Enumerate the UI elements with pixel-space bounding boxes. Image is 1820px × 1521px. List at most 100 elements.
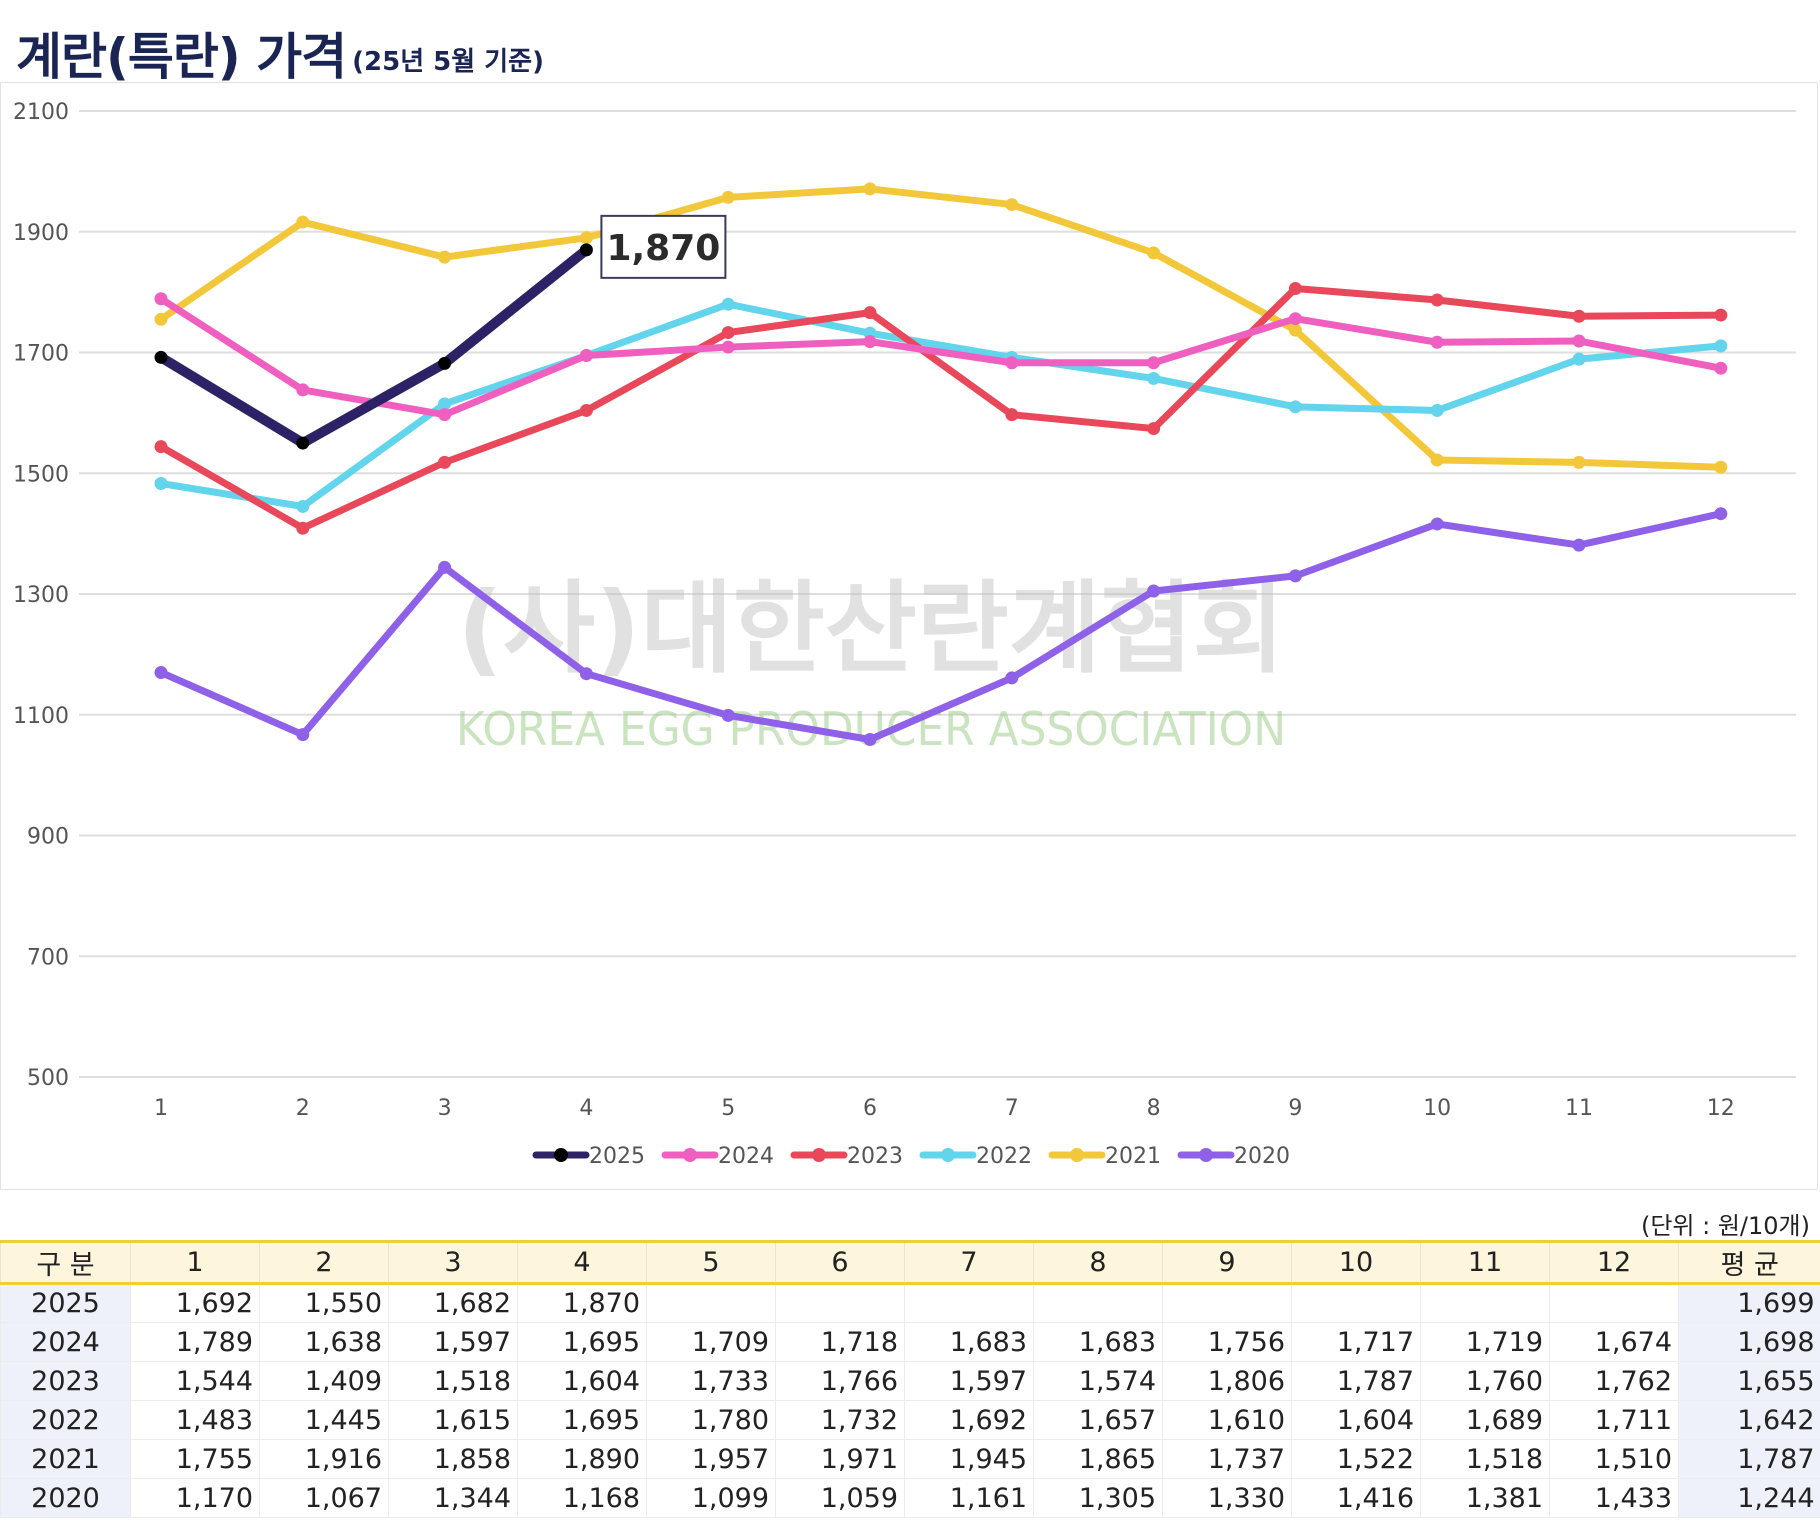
legend-item-2020: 2020 (1177, 1144, 1290, 1169)
data-point (1147, 422, 1161, 436)
x-tick-label: 6 (863, 1096, 877, 1121)
table-row: 2020 1,170 1,067 1,344 1,168 1,099 1,059 1,161 1… (0, 1478, 1820, 1518)
data-point (1430, 517, 1444, 531)
x-tick-label: 8 (1147, 1096, 1161, 1121)
price-cell: 1,683 (904, 1322, 1034, 1362)
legend-marker (812, 1148, 826, 1162)
data-point (438, 408, 452, 422)
data-point (721, 708, 735, 722)
price-cell: 1,445 (259, 1400, 389, 1440)
data-point (1005, 408, 1019, 422)
price-cell: 1,683 (1033, 1322, 1163, 1362)
price-cell: 1,762 (1549, 1361, 1679, 1401)
data-point (721, 297, 735, 311)
price-cell: 1,756 (1162, 1322, 1292, 1362)
legend-item-2023: 2023 (790, 1144, 903, 1169)
price-cell: 1,544 (130, 1361, 260, 1401)
chart-subtitle: (25년 5월 기준) (352, 47, 544, 77)
price-cell: 1,674 (1549, 1322, 1679, 1362)
chart-frame: 500 700 900 1100 1300 1500 1700 1900 2100 1 2 3 4 5 6 7… (0, 82, 1818, 1190)
header-category: 구 분 (0, 1240, 131, 1285)
price-cell: 1,597 (388, 1322, 518, 1362)
average-cell: 1,655 (1678, 1361, 1820, 1401)
unit-label: (단위 : 원/10개) (1640, 1212, 1810, 1240)
price-cell (646, 1283, 776, 1323)
price-cell: 1,518 (388, 1361, 518, 1401)
price-cell: 1,957 (646, 1439, 776, 1479)
data-point (438, 250, 452, 264)
legend-label: 2025 (589, 1144, 645, 1169)
header-month: 8 (1033, 1240, 1163, 1285)
annotation-box (600, 214, 727, 279)
price-cell: 1,657 (1033, 1400, 1163, 1440)
average-cell: 1,699 (1678, 1283, 1820, 1323)
price-cell: 1,695 (517, 1400, 647, 1440)
data-point (1288, 312, 1302, 326)
price-cell: 1,787 (1291, 1361, 1421, 1401)
data-point (721, 340, 735, 354)
data-point (1005, 671, 1019, 685)
x-tick-label: 2 (296, 1096, 310, 1121)
header-month: 7 (904, 1240, 1034, 1285)
data-point (863, 733, 877, 747)
price-cell: 1,718 (775, 1322, 905, 1362)
data-point (1288, 282, 1302, 296)
price-cell: 1,518 (1420, 1439, 1550, 1479)
table-header-row: 구 분 1 2 3 4 5 6 7 8 9 10 11 12 평 균 (0, 1240, 1820, 1285)
data-point (438, 397, 452, 411)
legend-label: 2021 (1105, 1144, 1161, 1169)
data-point (438, 356, 452, 370)
series-2025 (154, 243, 593, 450)
legend-item-2025: 2025 (532, 1144, 645, 1169)
price-cell: 1,067 (259, 1478, 389, 1518)
y-tick-label: 1300 (13, 583, 69, 608)
header-month: 9 (1162, 1240, 1292, 1285)
year-cell: 2023 (0, 1361, 131, 1401)
data-point (1147, 246, 1161, 260)
price-cell (1033, 1283, 1163, 1323)
annotation-callout: 1,870 (600, 214, 727, 279)
x-tick-label: 11 (1565, 1096, 1593, 1121)
table-row: 2025 1,692 1,550 1,682 1,870 1,699 (0, 1283, 1820, 1323)
x-tick-label: 10 (1423, 1096, 1451, 1121)
price-cell: 1,550 (259, 1283, 389, 1323)
legend-label: 2023 (847, 1144, 903, 1169)
y-tick-label: 1700 (13, 342, 69, 367)
price-cell: 1,733 (646, 1361, 776, 1401)
price-cell: 1,719 (1420, 1322, 1550, 1362)
price-cell: 1,510 (1549, 1439, 1679, 1479)
chart-title-bar: 계란(특란) 가격 (25년 5월 기준) (16, 18, 544, 82)
header-month: 2 (259, 1240, 389, 1285)
header-month: 3 (388, 1240, 518, 1285)
watermark-korean: (사)대한산란계협회 (457, 570, 1284, 687)
price-cell: 1,168 (517, 1478, 647, 1518)
data-point (721, 326, 735, 340)
year-cell: 2024 (0, 1322, 131, 1362)
price-cell: 1,604 (1291, 1400, 1421, 1440)
header-month: 11 (1420, 1240, 1550, 1285)
price-cell: 1,597 (904, 1361, 1034, 1401)
legend-marker (941, 1148, 955, 1162)
data-point (1147, 356, 1161, 370)
data-point (1430, 453, 1444, 467)
y-tick-label: 900 (27, 825, 69, 850)
data-point (154, 477, 168, 491)
header-month: 10 (1291, 1240, 1421, 1285)
y-tick-label: 500 (27, 1066, 69, 1091)
data-point (296, 521, 310, 535)
average-cell: 1,244 (1678, 1478, 1820, 1518)
series-line-2021 (157, 185, 1725, 471)
price-cell: 1,806 (1162, 1361, 1292, 1401)
price-cell: 1,709 (646, 1322, 776, 1362)
header-month: 4 (517, 1240, 647, 1285)
legend-item-2022: 2022 (919, 1144, 1032, 1169)
header-month: 5 (646, 1240, 776, 1285)
legend-label: 2020 (1234, 1144, 1290, 1169)
table-row: 2024 1,789 1,638 1,597 1,695 1,709 1,718 1,683 1… (0, 1322, 1820, 1362)
data-point (296, 383, 310, 397)
series-line-2022 (157, 300, 1725, 510)
price-cell: 1,971 (775, 1439, 905, 1479)
data-point (1288, 400, 1302, 414)
data-point (1714, 339, 1728, 353)
